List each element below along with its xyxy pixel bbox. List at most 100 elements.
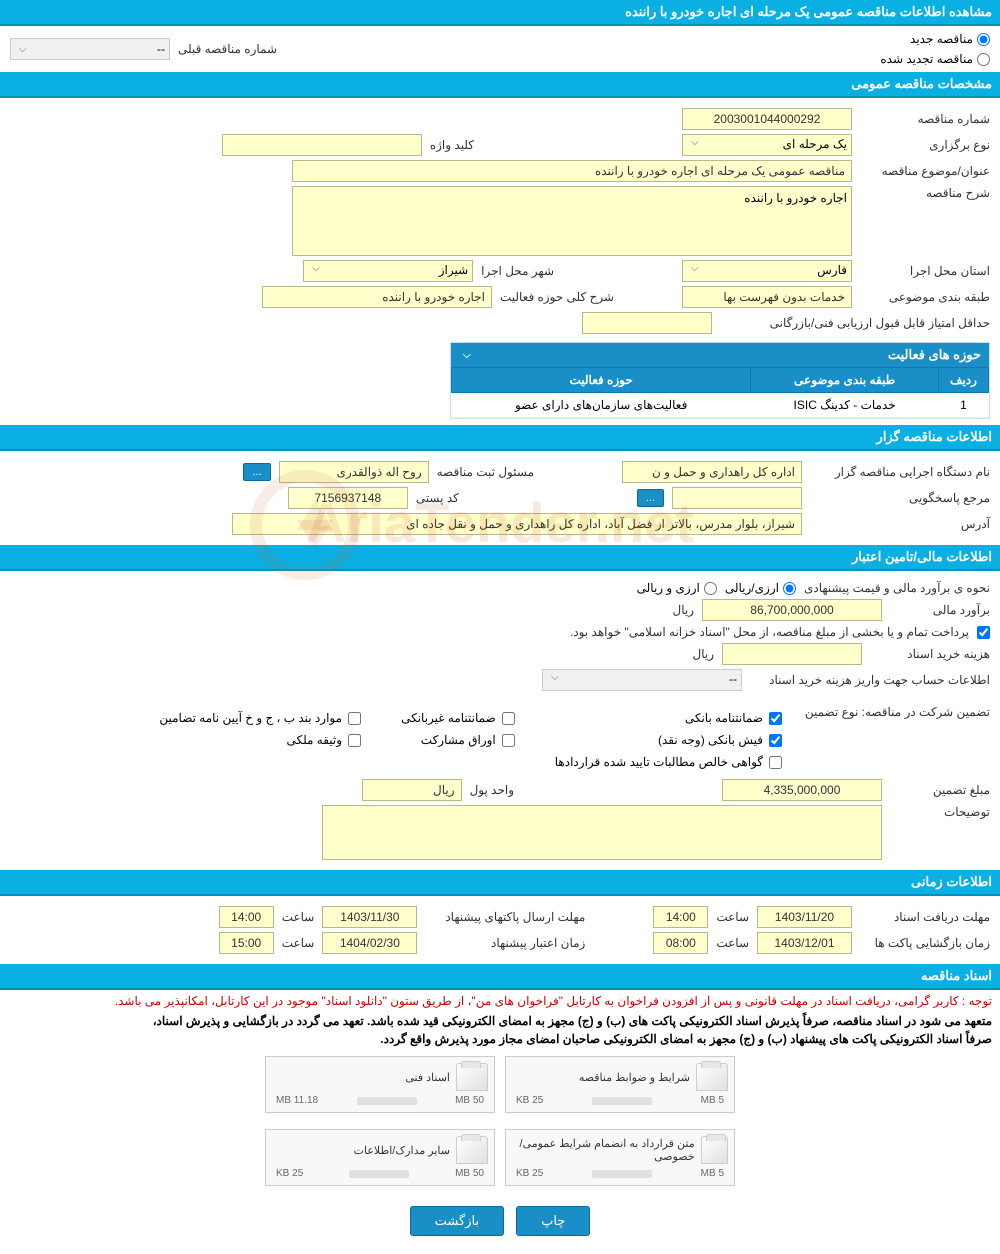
radio-renewed-tender[interactable]: مناقصه تجدید شده	[880, 52, 990, 66]
activity-table: ردیف طبقه بندی موضوعی حوزه فعالیت 1 خدما…	[451, 367, 989, 418]
description-textarea[interactable]: اجاره خودرو با راننده	[292, 186, 852, 256]
print-button[interactable]: چاپ	[516, 1206, 590, 1236]
chk-regulation-items[interactable]: موارد بند ب ، ج و خ آیین نامه تضامین	[159, 711, 361, 725]
open-time-label: ساعت	[716, 936, 749, 950]
guarantee-notes-label: توضیحات	[890, 805, 990, 819]
subject-value[interactable]: مناقصه عمومی یک مرحله ای اجاره خودرو با …	[292, 160, 852, 182]
col-category-header: طبقه بندی موضوعی	[751, 368, 939, 393]
chevron-down-icon: ⌵	[308, 263, 324, 279]
doc-grid: شرایط و ضوابط مناقصه 5 MB 25 KB اسناد فن…	[0, 1048, 1000, 1121]
prev-number-label: شماره مناقصه قبلی	[178, 42, 277, 56]
estimate-label: برآورد مالی	[890, 603, 990, 617]
collapse-icon[interactable]: ⌵	[459, 350, 475, 361]
chk-participation-bonds[interactable]: اوراق مشارکت	[401, 733, 515, 747]
guarantee-notes-textarea[interactable]	[322, 805, 882, 860]
doc-total: 50 MB	[455, 1095, 484, 1106]
city-select[interactable]: شیراز⌵	[303, 260, 473, 282]
validity-time[interactable]: 15:00	[219, 932, 274, 954]
doc-title: اسناد فنی	[405, 1071, 450, 1084]
send-deadline-label: مهلت ارسال پاکتهای پیشنهاد	[425, 910, 585, 924]
registrar-label: مسئول ثبت مناقصه	[437, 465, 534, 479]
account-label: اطلاعات حساب جهت واریز هزینه خرید اسناد	[750, 673, 990, 687]
open-time[interactable]: 08:00	[653, 932, 708, 954]
guarantee-type-label: تضمین شرکت در مناقصه: نوع تضمین	[790, 705, 990, 719]
doc-box[interactable]: متن قرارداد به انضمام شرایط عمومی/خصوصی …	[505, 1129, 735, 1186]
open-label: زمان بازگشایی پاکت ها	[860, 936, 990, 950]
doc-total: 50 MB	[455, 1168, 484, 1179]
folder-icon	[701, 1136, 728, 1164]
doc-total: 5 MB	[701, 1168, 724, 1179]
radio-rial[interactable]: ارزی/ریالی	[725, 581, 796, 595]
chk-property-pledge[interactable]: وثیقه ملکی	[159, 733, 361, 747]
subject-label: عنوان/موضوع مناقصه	[860, 164, 990, 178]
estimate-value[interactable]: 86,700,000,000	[702, 599, 882, 621]
send-time[interactable]: 14:00	[219, 906, 274, 928]
registrar-lookup-button[interactable]: ...	[243, 463, 270, 481]
doc-cost-input[interactable]	[722, 643, 862, 665]
chk-nonbank-guarantee[interactable]: ضمانتنامه غیربانکی	[401, 711, 515, 725]
doc-box[interactable]: اسناد فنی 50 MB 11.18 MB	[265, 1056, 495, 1113]
chevron-down-icon: ⌵	[687, 263, 703, 279]
folder-icon	[456, 1063, 488, 1091]
back-button[interactable]: بازگشت	[410, 1206, 504, 1236]
docs-notice-bold1: متعهد می شود در اسناد مناقصه، صرفاً پذیر…	[0, 1012, 1000, 1030]
receive-date[interactable]: 1403/11/20	[757, 906, 852, 928]
min-score-label: حداقل امتیاز قابل قبول ارزیابی فنی/بازرگ…	[720, 316, 990, 330]
province-select[interactable]: فارس⌵	[682, 260, 852, 282]
guarantee-amount-label: مبلغ تضمین	[890, 783, 990, 797]
type-label: نوع برگزاری	[860, 138, 990, 152]
contact-label: مرجع پاسخگویی	[810, 491, 990, 505]
keyword-label: کلید واژه	[430, 138, 474, 152]
contact-value[interactable]	[672, 487, 802, 509]
doc-grid: متن قرارداد به انضمام شرایط عمومی/خصوصی …	[0, 1121, 1000, 1194]
validity-label: زمان اعتبار پیشنهاد	[425, 936, 585, 950]
doc-box[interactable]: شرایط و ضوابط مناقصه 5 MB 25 KB	[505, 1056, 735, 1113]
postal-label: کد پستی	[416, 491, 459, 505]
radio-renewed-label: مناقصه تجدید شده	[880, 52, 973, 66]
section-financial-header: اطلاعات مالی/تامین اعتبار	[0, 545, 1000, 571]
contact-lookup-button[interactable]: ...	[637, 489, 664, 507]
chevron-down-icon: ⌵	[547, 672, 563, 688]
doc-total: 5 MB	[701, 1095, 724, 1106]
address-value[interactable]: شیراز، بلوار مدرس، بالاتر از فضل آباد، ا…	[232, 513, 802, 535]
postal-value: 7156937148	[288, 487, 408, 509]
registrar-value: روح اله ذوالقدری	[279, 461, 429, 483]
description-label: شرح مناقصه	[860, 186, 990, 200]
doc-cost-unit: ریال	[692, 647, 714, 661]
chk-cash-receipt[interactable]: فیش بانکی (وجه نقد)	[555, 733, 782, 747]
folder-icon	[696, 1063, 728, 1091]
guarantee-amount-value[interactable]: 4,335,000,000	[722, 779, 882, 801]
activity-desc-value[interactable]: اجاره خودرو با راننده	[262, 286, 492, 308]
account-select[interactable]: --⌵	[542, 669, 742, 691]
treasury-checkbox[interactable]	[977, 626, 990, 639]
col-activity-header: حوزه فعالیت	[452, 368, 751, 393]
treasury-note: پرداخت تمام و یا بخشی از مبلغ مناقصه، از…	[570, 625, 969, 639]
send-date[interactable]: 1403/11/30	[322, 906, 417, 928]
radio-currency[interactable]: ارزی و ریالی	[637, 581, 717, 595]
open-date[interactable]: 1403/12/01	[757, 932, 852, 954]
address-label: آدرس	[810, 517, 990, 531]
doc-used: 25 KB	[516, 1168, 543, 1179]
tender-number-label: شماره مناقصه	[860, 112, 990, 126]
category-value[interactable]: خدمات بدون فهرست بها	[682, 286, 852, 308]
radio-new-tender[interactable]: مناقصه جدید	[880, 32, 990, 46]
chk-net-claims[interactable]: گواهی خالص مطالبات تایید شده قراردادها	[555, 755, 782, 769]
doc-box[interactable]: سایر مدارک/اطلاعات 50 MB 25 KB	[265, 1129, 495, 1186]
validity-date[interactable]: 1404/02/30	[322, 932, 417, 954]
send-time-label: ساعت	[282, 910, 315, 924]
min-score-input[interactable]	[582, 312, 712, 334]
doc-title: متن قرارداد به انضمام شرایط عمومی/خصوصی	[512, 1137, 695, 1163]
tender-number-value: 2003001044000292	[682, 108, 852, 130]
col-row-header: ردیف	[939, 368, 989, 393]
doc-title: سایر مدارک/اطلاعات	[354, 1144, 450, 1157]
chevron-down-icon: ⌵	[15, 44, 31, 55]
estimate-method-label: نحوه ی برآورد مالی و قیمت پیشنهادی	[804, 581, 990, 595]
chk-bank-guarantee[interactable]: ضمانتنامه بانکی	[555, 711, 782, 725]
org-name-value: اداره کل راهداری و حمل و ن	[622, 461, 802, 483]
type-select[interactable]: یک مرحله ای⌵	[682, 134, 852, 156]
doc-progress	[357, 1097, 417, 1105]
keyword-input[interactable]	[222, 134, 422, 156]
section-docs-header: اسناد مناقصه	[0, 964, 1000, 990]
receive-time[interactable]: 14:00	[653, 906, 708, 928]
prev-number-select[interactable]: --⌵	[10, 38, 170, 60]
